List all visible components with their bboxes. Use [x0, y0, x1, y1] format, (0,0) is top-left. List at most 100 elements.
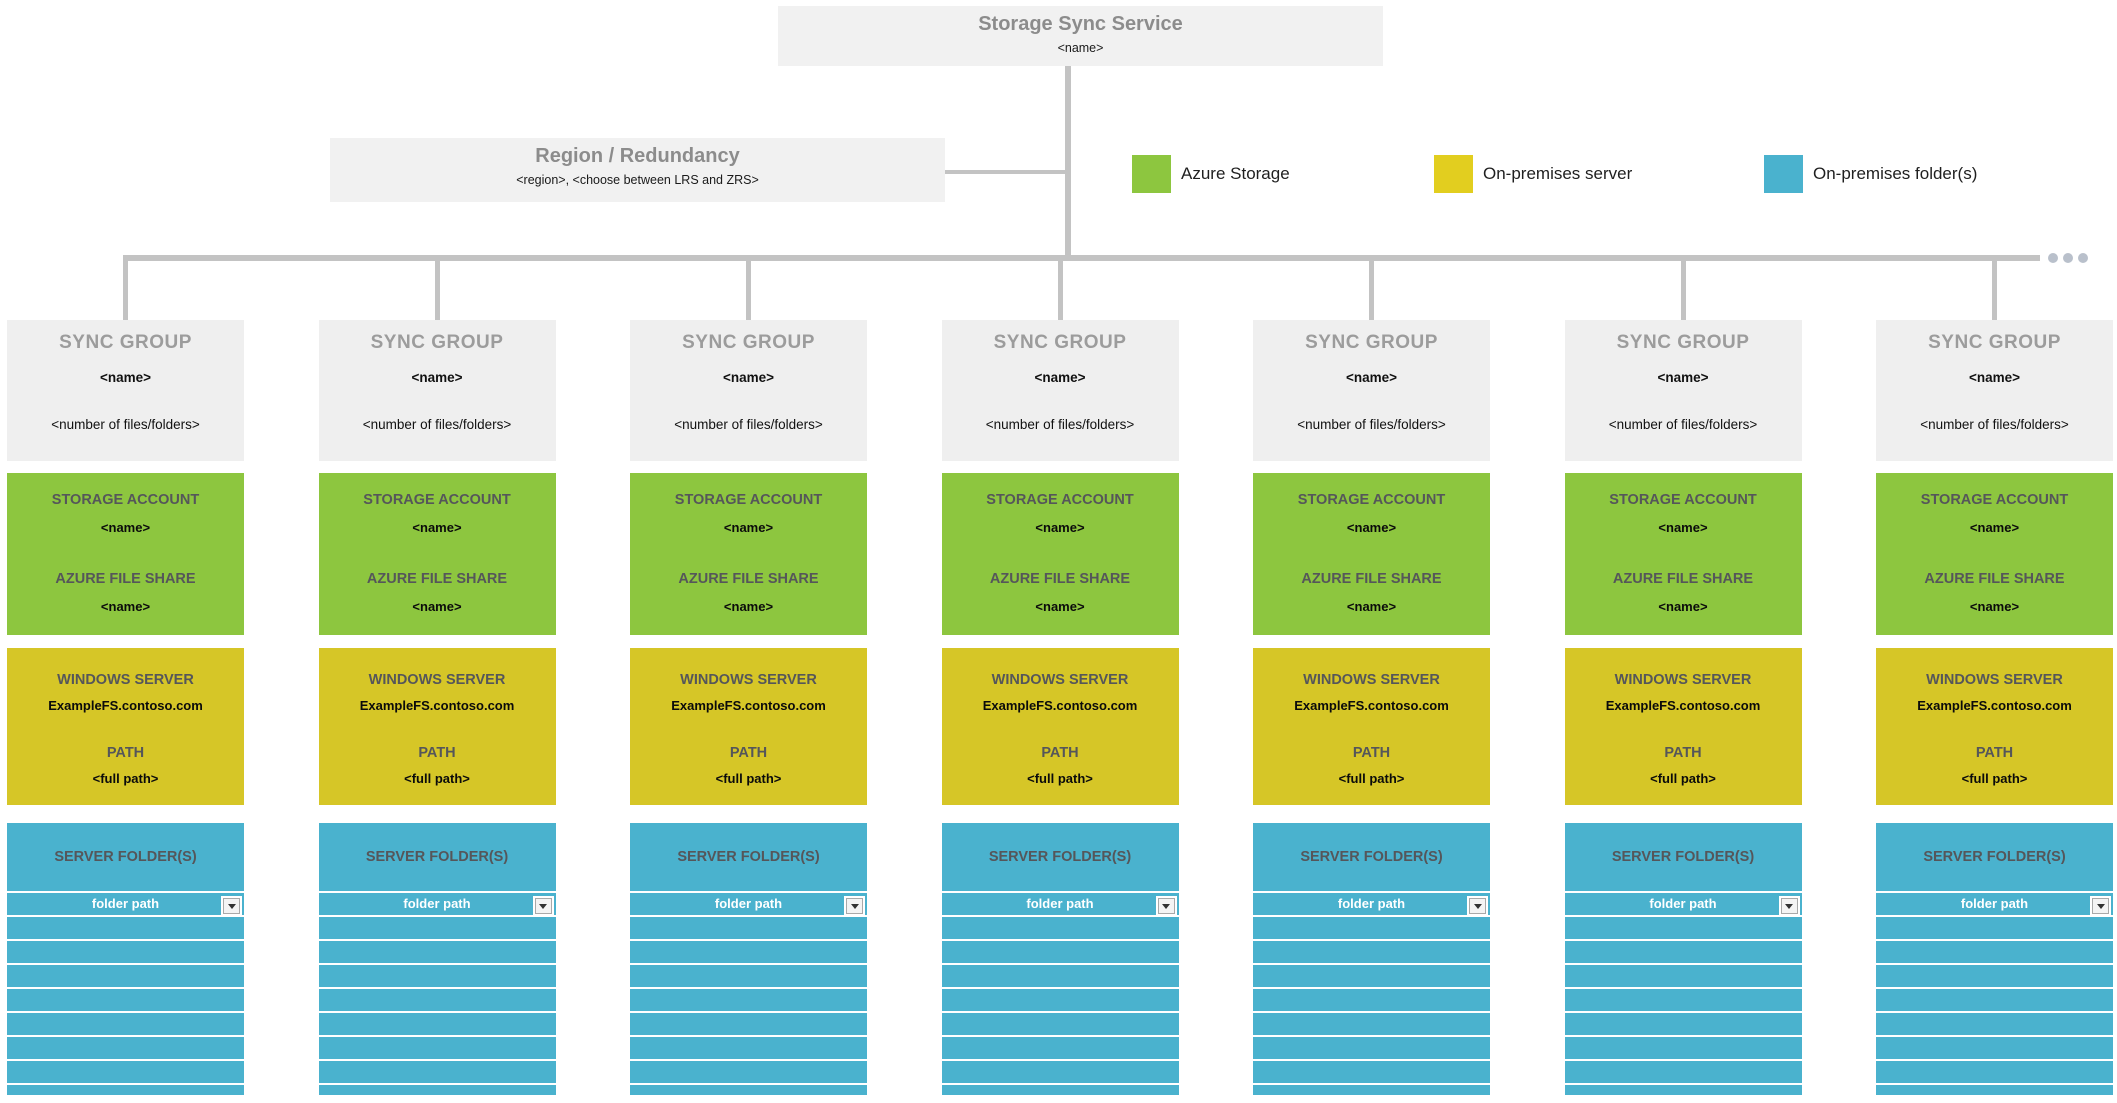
- folder-row-empty[interactable]: [1876, 963, 2113, 987]
- folder-row-empty[interactable]: [630, 1083, 867, 1095]
- dropdown-button[interactable]: [1778, 896, 1800, 916]
- folder-path-cell[interactable]: folder path: [1876, 891, 2113, 916]
- storage-account-label: STORAGE ACCOUNT: [1609, 492, 1757, 508]
- connector-drop: [1057, 255, 1063, 321]
- on-premises-server-swatch-icon: [1434, 155, 1473, 193]
- folder-row-empty[interactable]: [1253, 963, 1490, 987]
- folder-row-empty[interactable]: [941, 1035, 1179, 1059]
- folder-row-empty[interactable]: [1876, 1035, 2113, 1059]
- sync-group-name-placeholder: <name>: [1968, 370, 2021, 385]
- folder-row-empty[interactable]: [318, 963, 556, 987]
- folder-path-cell[interactable]: folder path: [7, 891, 244, 916]
- folder-row-empty[interactable]: [7, 1059, 244, 1083]
- folder-row-empty[interactable]: [1876, 1059, 2113, 1083]
- sync-group-box: SYNC GROUP <name> <number of files/folde…: [941, 320, 1179, 461]
- folder-row-empty[interactable]: [941, 1083, 1179, 1095]
- folder-row-empty[interactable]: [1564, 1083, 1802, 1095]
- folder-path-cell[interactable]: folder path: [630, 891, 867, 916]
- folder-row-empty[interactable]: [1876, 939, 2113, 963]
- sync-group-title: SYNC GROUP: [370, 332, 504, 353]
- folder-row-empty[interactable]: [630, 1059, 867, 1083]
- folder-row-empty[interactable]: [1564, 915, 1802, 939]
- folder-row-empty[interactable]: [1876, 1083, 2113, 1095]
- folder-row-empty[interactable]: [630, 1011, 867, 1035]
- folder-row-empty[interactable]: [941, 1011, 1179, 1035]
- folder-row-empty[interactable]: [1253, 1035, 1490, 1059]
- connector-region-link: [945, 170, 1068, 174]
- windows-server-box: WINDOWS SERVER ExampleFS.contoso.com PAT…: [1564, 648, 1802, 805]
- folder-row-empty[interactable]: [318, 1083, 556, 1095]
- folder-row-empty[interactable]: [941, 939, 1179, 963]
- folder-row-empty[interactable]: [318, 1035, 556, 1059]
- folder-row-empty[interactable]: [630, 963, 867, 987]
- dropdown-arrow-icon: [1162, 903, 1170, 909]
- ellipsis-dot-icon: [2078, 253, 2088, 263]
- folder-row-empty[interactable]: [1564, 963, 1802, 987]
- folder-row-empty[interactable]: [7, 963, 244, 987]
- folder-row-empty[interactable]: [7, 1011, 244, 1035]
- folder-row-empty[interactable]: [1253, 915, 1490, 939]
- folder-row-empty[interactable]: [318, 987, 556, 1011]
- server-folders-label: SERVER FOLDER(S): [1300, 849, 1443, 865]
- dropdown-button[interactable]: [844, 896, 865, 916]
- legend-label: On-premises folder(s): [1813, 164, 1978, 183]
- folder-path-cell[interactable]: folder path: [318, 891, 556, 916]
- folder-row-empty[interactable]: [318, 915, 556, 939]
- folder-row-empty[interactable]: [941, 963, 1179, 987]
- folder-row-empty[interactable]: [1876, 915, 2113, 939]
- folder-row-empty[interactable]: [630, 915, 867, 939]
- path-label: PATH: [729, 745, 768, 761]
- folder-row-empty[interactable]: [630, 939, 867, 963]
- server-folders-box: SERVER FOLDER(S) folder path: [1564, 823, 1802, 1095]
- empty-folder-rows: [1564, 915, 1802, 1095]
- more-columns-ellipsis: [2048, 253, 2088, 263]
- folder-row-empty[interactable]: [1253, 1011, 1490, 1035]
- dropdown-button[interactable]: [221, 896, 242, 916]
- region-redundancy-box: Region / Redundancy <region>, <choose be…: [330, 138, 945, 202]
- folder-row-empty[interactable]: [1876, 1011, 2113, 1035]
- folder-row-empty[interactable]: [1564, 1011, 1802, 1035]
- folder-row-empty[interactable]: [7, 1083, 244, 1095]
- folder-row-empty[interactable]: [7, 987, 244, 1011]
- dropdown-button[interactable]: [532, 896, 554, 916]
- dropdown-button[interactable]: [1467, 896, 1488, 916]
- folder-row-empty[interactable]: [1564, 939, 1802, 963]
- folder-row-empty[interactable]: [1253, 1083, 1490, 1095]
- azure-file-share-label: AZURE FILE SHARE: [1612, 571, 1754, 587]
- windows-server-name: ExampleFS.contoso.com: [982, 698, 1138, 713]
- folder-row-empty[interactable]: [941, 987, 1179, 1011]
- sync-group-count-placeholder: <number of files/folders>: [51, 417, 200, 432]
- folder-row-empty[interactable]: [941, 915, 1179, 939]
- dropdown-button[interactable]: [1155, 896, 1177, 916]
- connector-drop: [746, 255, 751, 321]
- server-folders-box: SERVER FOLDER(S) folder path: [1253, 823, 1490, 1095]
- empty-folder-rows: [941, 915, 1179, 1095]
- folder-row-empty[interactable]: [318, 1011, 556, 1035]
- folder-row-empty[interactable]: [7, 1035, 244, 1059]
- folder-path-cell[interactable]: folder path: [941, 891, 1179, 916]
- folder-row-empty[interactable]: [1564, 1059, 1802, 1083]
- folder-row-empty[interactable]: [318, 939, 556, 963]
- folder-row-empty[interactable]: [1253, 987, 1490, 1011]
- folder-row-empty[interactable]: [630, 987, 867, 1011]
- folder-row-empty[interactable]: [1253, 939, 1490, 963]
- ellipsis-dot-icon: [2063, 253, 2073, 263]
- folder-row-empty[interactable]: [941, 1059, 1179, 1083]
- dropdown-arrow-icon: [539, 903, 547, 909]
- folder-row-empty[interactable]: [1564, 1035, 1802, 1059]
- folder-row-empty[interactable]: [7, 915, 244, 939]
- storage-account-label: STORAGE ACCOUNT: [51, 492, 200, 508]
- windows-server-name: ExampleFS.contoso.com: [359, 698, 515, 713]
- sync-group-title: SYNC GROUP: [993, 332, 1127, 353]
- windows-server-name: ExampleFS.contoso.com: [1294, 698, 1449, 713]
- folder-row-empty[interactable]: [318, 1059, 556, 1083]
- folder-row-empty[interactable]: [1876, 987, 2113, 1011]
- folder-row-empty[interactable]: [630, 1035, 867, 1059]
- folder-path-cell[interactable]: folder path: [1564, 891, 1802, 916]
- sync-group-name-placeholder: <name>: [99, 370, 152, 385]
- folder-row-empty[interactable]: [1253, 1059, 1490, 1083]
- dropdown-button[interactable]: [2090, 896, 2111, 916]
- folder-path-cell[interactable]: folder path: [1253, 891, 1490, 916]
- folder-row-empty[interactable]: [7, 939, 244, 963]
- folder-row-empty[interactable]: [1564, 987, 1802, 1011]
